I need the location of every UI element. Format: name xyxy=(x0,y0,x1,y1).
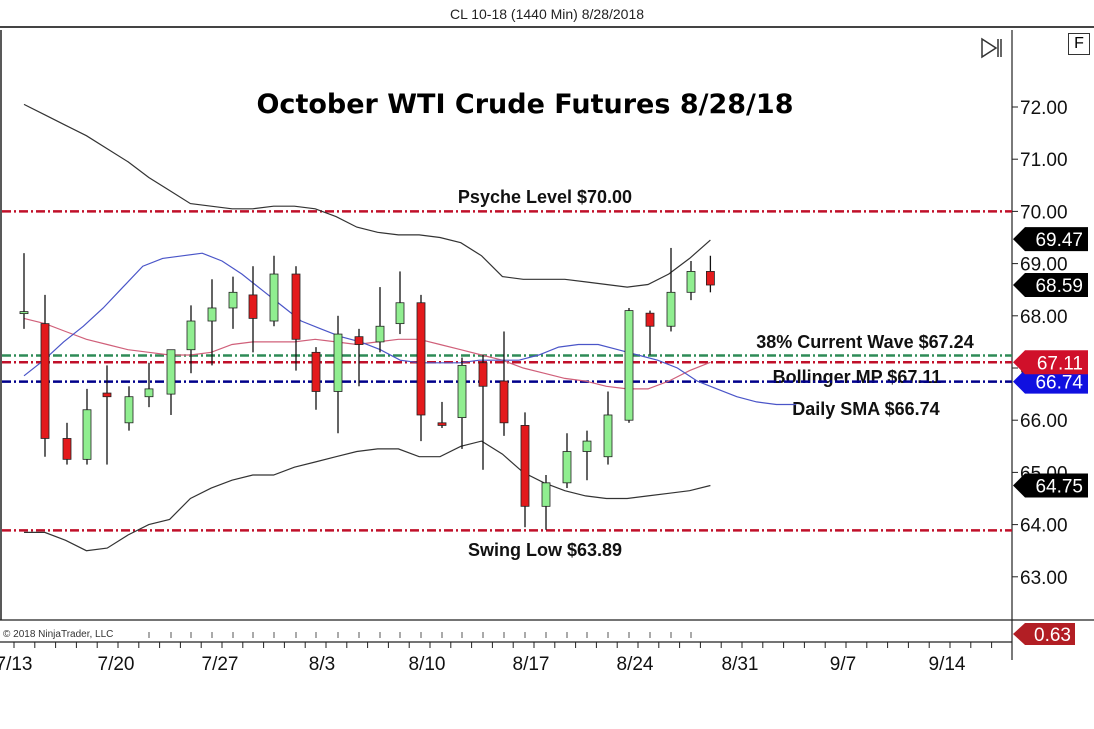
level-label: Daily SMA $66.74 xyxy=(792,399,939,419)
x-tick-label: 7/27 xyxy=(202,654,239,675)
candle[interactable] xyxy=(686,260,696,301)
candle[interactable] xyxy=(478,354,488,470)
scroll-to-end-button[interactable] xyxy=(978,36,1004,60)
x-tick-label: 9/7 xyxy=(830,654,856,675)
candle[interactable] xyxy=(333,315,343,434)
candle[interactable] xyxy=(248,266,258,353)
level-label: Psyche Level $70.00 xyxy=(458,187,632,207)
level-label: 38% Current Wave $67.24 xyxy=(756,332,973,352)
candle[interactable] xyxy=(144,362,154,408)
candle[interactable] xyxy=(541,475,551,530)
price-tag: 64.75 xyxy=(1013,473,1088,498)
candle[interactable] xyxy=(62,422,72,465)
price-tag: 68.59 xyxy=(1013,273,1088,298)
svg-text:0.63: 0.63 xyxy=(1034,625,1071,646)
svg-text:64.75: 64.75 xyxy=(1035,476,1083,497)
candle[interactable] xyxy=(311,347,321,410)
candle[interactable] xyxy=(706,255,715,293)
x-tick-label: 9/14 xyxy=(929,654,966,675)
x-tick-label: 8/3 xyxy=(309,654,335,675)
candle[interactable] xyxy=(102,365,112,465)
candle[interactable] xyxy=(624,307,634,423)
y-tick-label: 68.00 xyxy=(1020,307,1068,328)
x-tick-label: 8/10 xyxy=(409,654,446,675)
bollinger-mid-line xyxy=(23,317,711,390)
candle[interactable] xyxy=(82,388,92,465)
y-tick-label: 71.00 xyxy=(1020,150,1068,171)
daily-sma-line xyxy=(23,252,797,406)
x-tick-label: 8/17 xyxy=(513,654,550,675)
bollinger-lower-line xyxy=(24,440,711,552)
candle[interactable] xyxy=(375,287,385,353)
chart-title: October WTI Crude Futures 8/28/18 xyxy=(256,89,793,120)
candle[interactable] xyxy=(437,401,447,429)
y-tick-label: 69.00 xyxy=(1020,255,1068,276)
candle[interactable] xyxy=(19,253,29,329)
candle[interactable] xyxy=(416,294,426,442)
f-button[interactable]: F xyxy=(1068,33,1090,55)
price-tag: 67.11 xyxy=(1013,350,1088,375)
x-tick-label: 7/20 xyxy=(98,654,135,675)
y-tick-label: 72.00 xyxy=(1020,98,1068,119)
candle[interactable] xyxy=(457,357,467,449)
lower-panel-tag: 0.63 xyxy=(1013,623,1075,646)
svg-text:67.11: 67.11 xyxy=(1037,353,1083,374)
candle[interactable] xyxy=(166,349,176,415)
candle[interactable] xyxy=(395,271,405,335)
price-tag: 66.74 xyxy=(1013,369,1088,394)
window-title: CL 10-18 (1440 Min) 8/28/2018 xyxy=(0,0,1094,28)
candle[interactable] xyxy=(520,412,530,528)
y-tick-label: 70.00 xyxy=(1020,202,1068,223)
candle[interactable] xyxy=(582,430,592,481)
candle[interactable] xyxy=(603,391,613,465)
x-tick-label: 7/13 xyxy=(0,654,32,675)
candle[interactable] xyxy=(291,266,301,371)
copyright-text: © 2018 NinjaTrader, LLC xyxy=(3,629,113,640)
candle[interactable] xyxy=(228,276,238,329)
play-to-end-icon xyxy=(981,37,1002,59)
candle[interactable] xyxy=(40,294,50,457)
candle[interactable] xyxy=(666,247,676,332)
candle[interactable] xyxy=(207,279,217,366)
price-tag: 69.47 xyxy=(1013,227,1088,252)
svg-text:69.47: 69.47 xyxy=(1035,230,1083,251)
candle[interactable] xyxy=(186,305,196,374)
candle[interactable] xyxy=(499,331,509,436)
level-label: Bollinger MP $67.11 xyxy=(773,367,942,387)
x-tick-label: 8/31 xyxy=(722,654,759,675)
y-tick-label: 64.00 xyxy=(1020,516,1068,537)
svg-text:66.74: 66.74 xyxy=(1035,373,1083,394)
x-tick-label: 8/24 xyxy=(617,654,654,675)
candle[interactable] xyxy=(354,328,364,387)
level-label: Swing Low $63.89 xyxy=(468,540,622,560)
candle[interactable] xyxy=(562,433,572,489)
y-tick-label: 63.00 xyxy=(1020,568,1068,589)
candle[interactable] xyxy=(269,255,279,327)
candle[interactable] xyxy=(645,310,655,355)
svg-text:68.59: 68.59 xyxy=(1035,276,1083,297)
y-tick-label: 66.00 xyxy=(1020,411,1068,432)
bollinger-upper-line xyxy=(23,103,711,288)
candle[interactable] xyxy=(124,386,134,431)
